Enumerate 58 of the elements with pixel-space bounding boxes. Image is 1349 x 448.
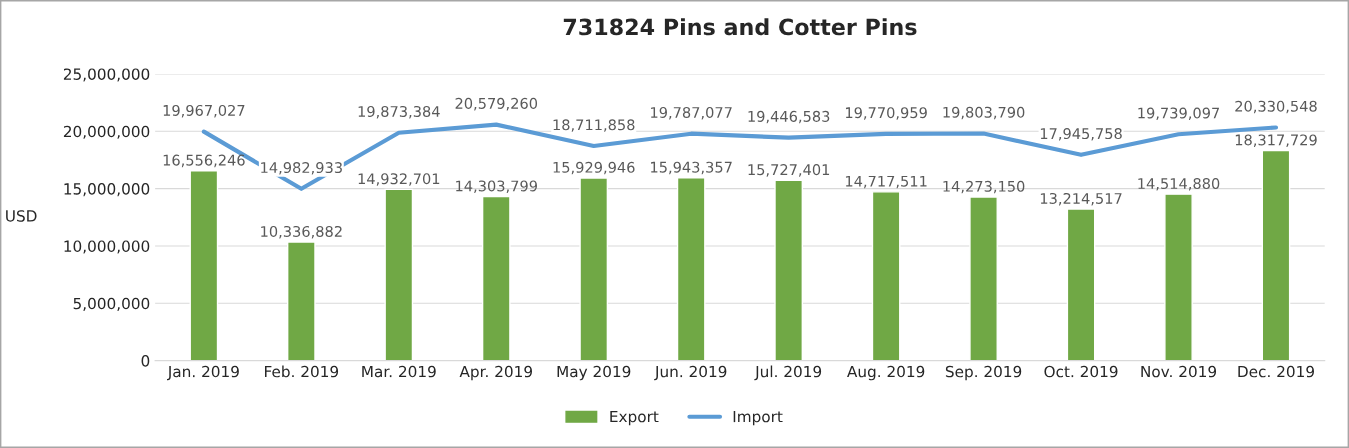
data-label: 14,303,799 <box>456 180 537 193</box>
data-label: 15,727,401 <box>748 164 830 177</box>
data-label: 19,446,583 <box>748 110 830 124</box>
data-label: 19,803,790 <box>943 106 1025 120</box>
bar <box>189 170 219 361</box>
x-tick-label: Aug. 2019 <box>847 365 925 381</box>
data-label: 14,982,933 <box>261 162 342 175</box>
bar <box>579 177 609 361</box>
data-label: 17,945,758 <box>1040 128 1122 141</box>
data-label: 19,967,027 <box>163 104 245 118</box>
bar <box>1261 149 1291 361</box>
x-tick-label: May 2019 <box>557 365 631 381</box>
y-tick-label: 0 <box>141 355 150 367</box>
data-label: 19,770,959 <box>845 107 927 120</box>
x-tick-label: Feb. 2019 <box>265 365 339 378</box>
data-label: 14,514,880 <box>1138 178 1220 191</box>
data-label: 14,717,511 <box>845 175 927 189</box>
data-label: 16,556,246 <box>163 154 245 168</box>
bar <box>286 241 316 361</box>
bar <box>676 177 706 361</box>
legend-label: Import <box>733 410 783 426</box>
bar <box>871 191 901 361</box>
x-tick-label: Jul. 2019 <box>754 365 822 381</box>
x-tick-label: Sep. 2019 <box>945 365 1022 381</box>
data-label: 15,943,357 <box>651 161 732 175</box>
data-label: 14,932,701 <box>358 173 440 186</box>
legend-label: Export <box>610 410 659 426</box>
bar <box>384 188 414 361</box>
x-tick-label: Apr. 2019 <box>459 365 532 381</box>
bar <box>481 195 511 361</box>
y-tick-label: 25,000,000 <box>63 68 150 82</box>
data-label: 19,739,097 <box>1138 107 1220 121</box>
data-label: 20,579,260 <box>455 97 538 111</box>
data-label: 13,214,517 <box>1040 192 1122 206</box>
bar <box>774 179 803 361</box>
y-axis-title: USD <box>6 210 37 222</box>
bar <box>1066 208 1096 361</box>
x-tick-label: Oct. 2019 <box>1044 365 1118 378</box>
x-tick-label: Nov. 2019 <box>1141 365 1217 378</box>
y-tick-label: 15,000,000 <box>64 183 150 197</box>
data-label: 18,317,729 <box>1235 134 1317 147</box>
x-tick-label: Dec. 2019 <box>1238 365 1314 378</box>
x-tick-label: Mar. 2019 <box>362 365 436 378</box>
x-tick-label: Jan. 2019 <box>167 365 239 381</box>
data-label: 18,711,858 <box>553 119 635 132</box>
bar <box>969 196 998 361</box>
data-label: 19,873,384 <box>358 105 440 119</box>
y-tick-label: 20,000,000 <box>63 125 150 139</box>
chart-title: 731824 Pins and Cotter Pins <box>563 18 917 36</box>
data-label: 10,336,882 <box>261 225 342 239</box>
bar <box>1164 193 1193 361</box>
data-label: 19,787,077 <box>651 106 732 120</box>
x-tick-label: Jun. 2019 <box>654 365 727 381</box>
y-tick-label: 5,000,000 <box>73 297 150 311</box>
y-tick-label: 10,000,000 <box>64 240 150 254</box>
data-label: 15,929,946 <box>553 161 635 175</box>
data-label: 14,273,150 <box>943 180 1025 194</box>
data-label: 20,330,548 <box>1235 100 1317 114</box>
